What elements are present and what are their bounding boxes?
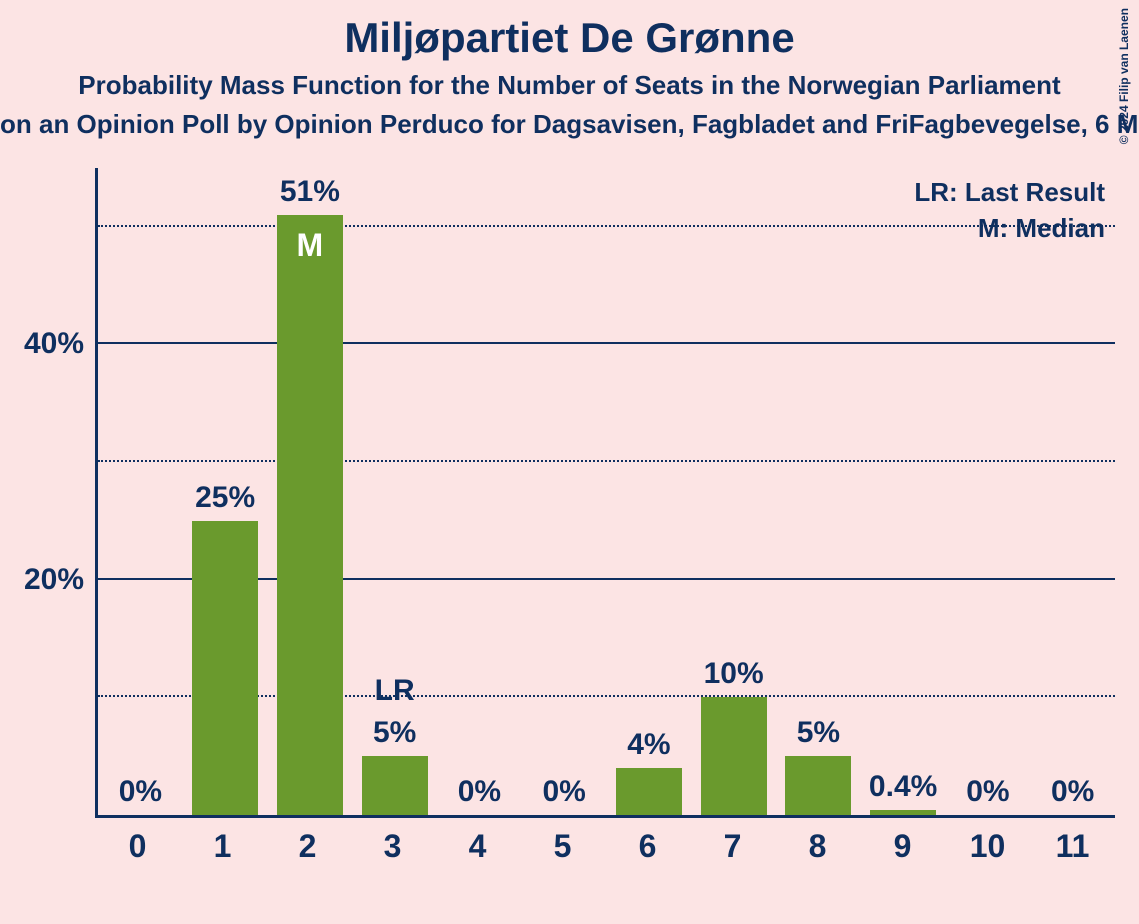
bar-value-label: 5% (797, 716, 840, 750)
x-axis-labels: 01234567891011 (95, 818, 1115, 868)
bar-slot: 5% (776, 168, 861, 815)
bars-container: 0% 25% 51% M 5% LR 0% 0% 4% 10% 5% 0.4% 0% 0% (98, 168, 1115, 815)
plot-area: LR: Last Result M: Median 0%25%51%M5%LR0… (95, 168, 1115, 818)
x-tick-label: 11 (1030, 818, 1115, 868)
bar-value-label: 5% (373, 716, 416, 750)
bar: 51%M (277, 215, 343, 815)
x-tick-label: 6 (605, 818, 690, 868)
bar-slot: 0% (98, 168, 183, 815)
bar-value-label: 4% (627, 728, 670, 762)
bar-slot: 0.4% (861, 168, 946, 815)
median-marker: M (297, 227, 324, 264)
x-tick-label: 1 (180, 818, 265, 868)
y-tick-label: 40% (24, 327, 84, 361)
x-tick-label: 0 (95, 818, 180, 868)
bar: 10% (701, 697, 767, 815)
bar-value-label: 0% (966, 775, 1009, 809)
x-tick-label: 3 (350, 818, 435, 868)
chart-subtitle-1: Probability Mass Function for the Number… (0, 70, 1139, 101)
copyright-notice: © 2024 Filip van Laenen (1117, 8, 1131, 144)
bar-slot: 10% (691, 168, 776, 815)
bar-slot: 51% M (268, 168, 353, 815)
bar-value-label: 0% (542, 775, 585, 809)
x-tick-label: 5 (520, 818, 605, 868)
bar: 5% (785, 756, 851, 815)
bar-value-label: 0% (458, 775, 501, 809)
bar-value-label: 0.4% (869, 770, 937, 804)
bar: 25% (192, 521, 258, 815)
chart-title: Miljøpartiet De Grønne (0, 0, 1139, 62)
bar-slot: 5% LR (352, 168, 437, 815)
x-tick-label: 2 (265, 818, 350, 868)
bar-value-label: 0% (119, 775, 162, 809)
bar-slot: 0% (1030, 168, 1115, 815)
y-tick-label: 20% (24, 563, 84, 597)
x-tick-label: 4 (435, 818, 520, 868)
bar-slot: 0% (946, 168, 1031, 815)
x-tick-label: 10 (945, 818, 1030, 868)
x-tick-label: 8 (775, 818, 860, 868)
bar-slot: 25% (183, 168, 268, 815)
last-result-marker: LR (375, 674, 415, 708)
bar: 4% (616, 768, 682, 815)
x-tick-label: 9 (860, 818, 945, 868)
bar: 0.4% (870, 810, 936, 815)
bar: 5%LR (362, 756, 428, 815)
bar-slot: 0% (437, 168, 522, 815)
bar-value-label: 10% (704, 657, 764, 691)
bar-value-label: 25% (195, 481, 255, 515)
bar-slot: 0% (522, 168, 607, 815)
bar-value-label: 0% (1051, 775, 1094, 809)
chart-subtitle-2: on an Opinion Poll by Opinion Perduco fo… (0, 109, 1139, 140)
bar-slot: 4% (607, 168, 692, 815)
chart-area: LR: Last Result M: Median 0%25%51%M5%LR0… (95, 168, 1115, 868)
x-tick-label: 7 (690, 818, 775, 868)
bar-value-label: 51% (280, 175, 340, 209)
